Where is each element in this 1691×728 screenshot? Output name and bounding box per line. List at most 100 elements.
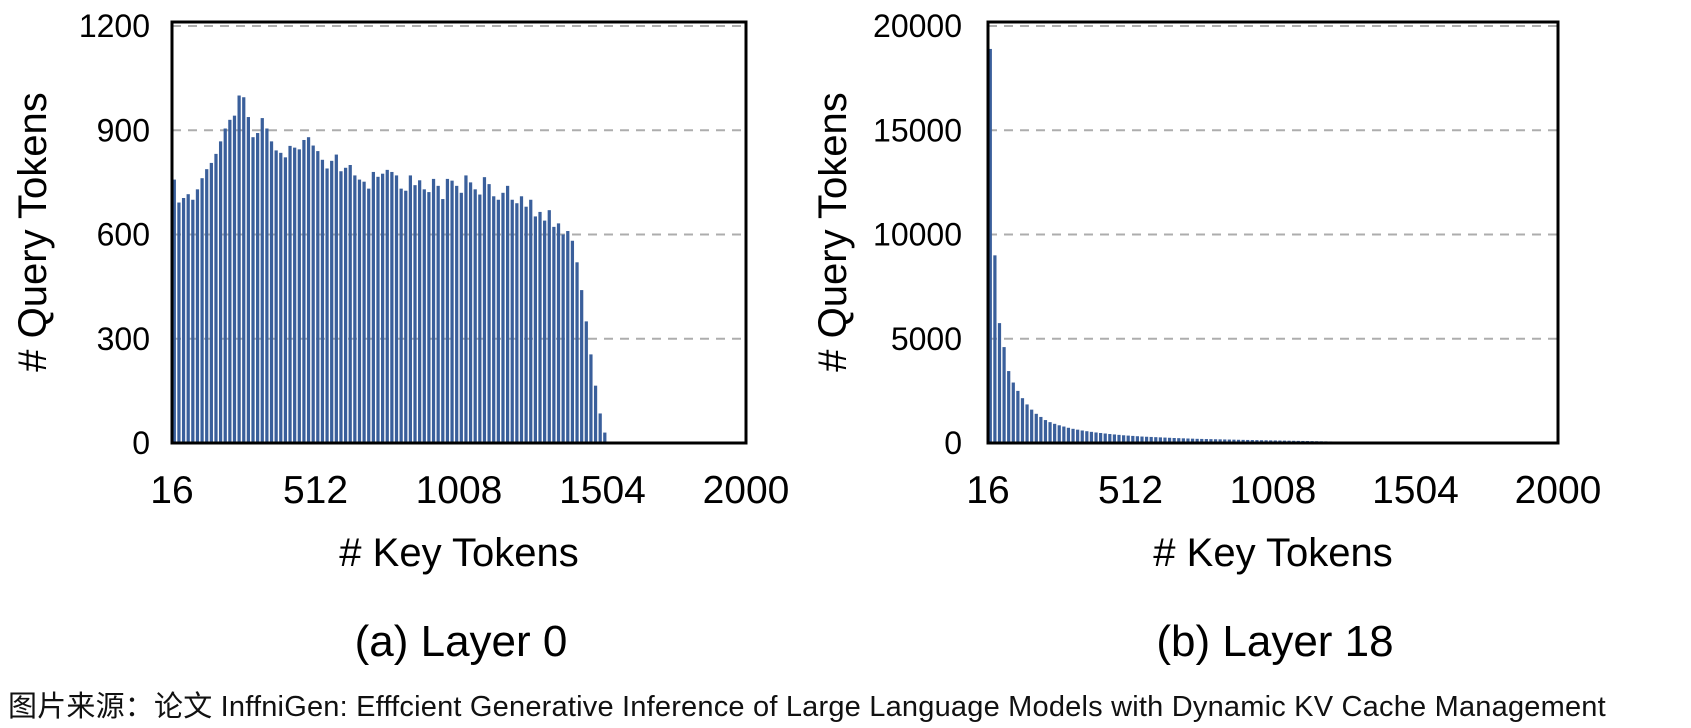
histogram-bar: [1167, 437, 1172, 443]
histogram-bar: [348, 165, 352, 443]
histogram-bar: [1200, 438, 1204, 443]
chart-layer-18: 0 5000 10000 15000 20000 16 512 1008 1504 2000 # …: [818, 0, 1618, 672]
histogram-bar: [584, 321, 588, 444]
plot-frame: [170, 20, 748, 445]
histogram-bar: [1218, 439, 1222, 443]
histogram-bar: [1039, 416, 1043, 443]
x-tick-label: 1504: [1372, 469, 1459, 512]
chart-layer-0: 0 300 600 900 1200 16 512 1008 1504 2000 # Query …: [0, 0, 800, 672]
histogram-bar: [1163, 437, 1167, 443]
histogram-bar: [237, 95, 241, 443]
histogram-bar: [1126, 435, 1130, 443]
histogram-bar: [524, 206, 528, 443]
histogram-bar: [381, 173, 385, 443]
histogram-bar: [478, 194, 482, 443]
histogram-bar: [1002, 347, 1006, 443]
histogram-bar: [1020, 398, 1025, 443]
histogram-bar: [993, 255, 997, 443]
histogram-bar: [450, 180, 454, 443]
histogram-bar: [1062, 426, 1066, 443]
histogram-bar: [505, 185, 510, 443]
x-tick-label: 1008: [1230, 469, 1317, 512]
histogram-bar: [408, 175, 413, 444]
x-tick-label: 16: [966, 469, 1009, 512]
histogram-bar: [1213, 439, 1218, 443]
generated-plot-elements: 0 5000 10000 15000 20000 16 512 1008 1504 2000: [873, 8, 1601, 512]
histogram-bar: [455, 185, 459, 443]
histogram-bar: [464, 175, 468, 444]
histogram-bar: [330, 160, 334, 443]
histogram-bar: [269, 141, 274, 443]
y-tick-label: 0: [132, 425, 150, 461]
histogram-bar: [1103, 433, 1107, 443]
histogram-bar: [1112, 434, 1117, 443]
y-tick-label: 300: [97, 321, 150, 357]
histogram-bar: [302, 139, 306, 444]
histogram-bar: [1144, 436, 1149, 443]
histogram-bar: [1232, 439, 1236, 443]
histogram-bar: [1131, 435, 1135, 443]
histogram-bar: [265, 128, 269, 443]
histogram-bar: [181, 198, 186, 443]
x-tick-label: 16: [150, 469, 193, 512]
source-caption: 图片来源：论文 InffniGen: Efffcient Generative …: [8, 691, 1606, 723]
histogram-bar: [436, 185, 440, 443]
histogram-bar: [482, 177, 487, 443]
histogram-bar: [1158, 437, 1162, 443]
histogram-bar: [1057, 425, 1061, 443]
histogram-bar: [325, 168, 329, 444]
histogram-bar: [218, 141, 223, 443]
histogram-bar: [1071, 428, 1075, 443]
histogram-bar: [1223, 439, 1227, 443]
histogram-bar: [1172, 438, 1176, 443]
histogram-bar: [473, 189, 477, 443]
x-tick-label: 2000: [703, 469, 790, 512]
histogram-bar: [529, 199, 533, 443]
histogram-bar: [339, 171, 343, 443]
histogram-bar: [334, 154, 338, 443]
histogram-bar: [441, 199, 445, 443]
histogram-bar: [552, 226, 556, 443]
histogram-bar: [1154, 437, 1158, 443]
histogram-bar: [246, 117, 250, 444]
histogram-bar: [515, 203, 519, 443]
histogram-bar: [251, 137, 255, 443]
histogram-bar: [1204, 439, 1208, 443]
y-axis-title: # Query Tokens: [818, 92, 855, 371]
histogram-bar: [288, 145, 292, 443]
histogram-bar: [223, 128, 227, 443]
histogram-bar: [343, 167, 348, 443]
histogram-bar: [242, 97, 246, 444]
histogram-bar: [362, 181, 366, 443]
histogram-bar: [487, 184, 491, 444]
generated-plot-elements: 0 300 600 900 1200 16 512 1008 1504 2000: [79, 8, 790, 512]
histogram-bar: [390, 171, 394, 443]
histogram-bar: [191, 199, 195, 443]
histogram-bar: [1053, 423, 1057, 443]
histogram-bar: [580, 290, 584, 443]
histogram-bar: [195, 189, 200, 443]
histogram-bar: [1016, 390, 1020, 444]
histogram-bar: [1149, 436, 1153, 443]
histogram-bar: [510, 199, 514, 443]
histogram-bar: [519, 196, 524, 443]
histogram-bar: [1034, 413, 1038, 443]
histogram-bar: [1080, 430, 1084, 443]
histogram-bar: [394, 175, 399, 444]
histogram-bar: [459, 192, 463, 443]
histogram-bar: [603, 432, 607, 443]
histogram-bar: [371, 171, 375, 443]
x-tick-label: 1008: [416, 469, 503, 512]
histogram-bar: [997, 323, 1002, 443]
histogram-bar: [283, 157, 288, 443]
histogram-bar: [1140, 436, 1144, 443]
histogram-bar: [353, 175, 357, 444]
histogram-bar: [1011, 382, 1015, 443]
histogram-bar: [399, 188, 403, 443]
histogram-bar: [561, 234, 565, 443]
histogram-bar: [492, 196, 496, 443]
y-tick-label: 600: [97, 217, 150, 253]
histogram-bar: [1117, 434, 1121, 443]
histogram-bar: [427, 192, 431, 443]
